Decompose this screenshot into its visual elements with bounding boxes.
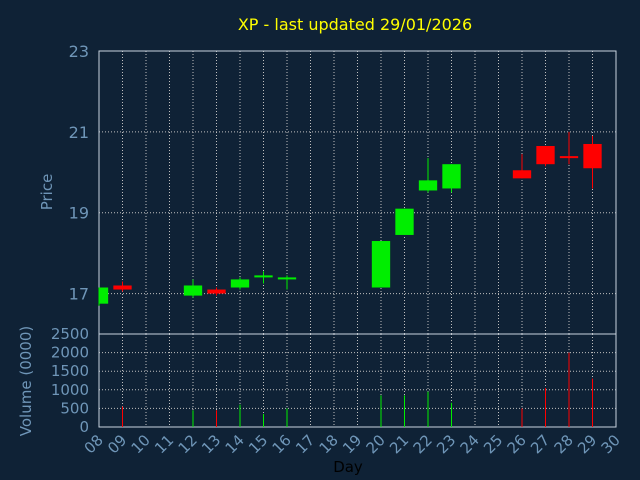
day-tick-label: 27: [527, 431, 553, 457]
candles-layer: [98, 131, 602, 306]
day-tick-label: 25: [480, 431, 506, 457]
candle-body-up: [395, 208, 414, 235]
volume-tick-label: 1000: [51, 381, 89, 399]
day-tick-label: 24: [457, 431, 483, 457]
volume-tick-label: 500: [60, 399, 89, 417]
candle-body-up: [183, 285, 203, 296]
day-tick-label: 22: [410, 431, 436, 457]
candle-body-up: [442, 164, 461, 189]
day-tick-label: 26: [504, 431, 530, 457]
volume-tick-label: 1500: [51, 362, 89, 380]
volume-layer: [122, 352, 593, 427]
day-tick-label: 18: [316, 431, 342, 457]
day-tick-label: 09: [104, 431, 130, 457]
grid-layer: [99, 51, 616, 427]
candle-body-down: [559, 156, 579, 159]
candle-body-up: [230, 279, 250, 288]
volume-tick-label: 2500: [51, 325, 89, 343]
price-tick-label: 17: [69, 285, 89, 304]
volume-axis-label: Volume (0000): [17, 326, 35, 436]
candle-body-up: [277, 277, 297, 280]
candle-body-down: [113, 285, 132, 290]
day-tick-label: 11: [151, 431, 177, 457]
candle-body-up: [418, 180, 438, 191]
day-tick-label: 29: [574, 431, 600, 457]
candle-body-down: [207, 289, 226, 294]
day-tick-label: 28: [551, 431, 577, 457]
day-axis-label: Day: [333, 458, 363, 476]
price-tick-label: 23: [69, 42, 89, 61]
candle-body-down: [536, 146, 555, 165]
candle-body-down: [512, 170, 532, 179]
day-tick-label: 19: [339, 431, 365, 457]
volume-tick-label: 2000: [51, 344, 89, 362]
candle-body-up: [99, 287, 109, 304]
day-tick-label: 21: [386, 431, 412, 457]
day-tick-label: 16: [269, 431, 295, 457]
candle-body-up: [371, 241, 391, 288]
volume-panel-frame: [98, 333, 617, 428]
day-tick-label: 12: [175, 431, 201, 457]
candle-body-up: [254, 275, 273, 278]
day-tick-label: 15: [245, 431, 271, 457]
day-tick-label: 13: [198, 431, 224, 457]
chart-title: XP - last updated 29/01/2026: [238, 15, 472, 34]
day-tick-label: 14: [222, 431, 248, 457]
day-tick-label: 30: [598, 431, 624, 457]
price-tick-label: 21: [69, 123, 89, 142]
day-tick-label: 17: [292, 431, 318, 457]
price-tick-label: 19: [69, 204, 89, 223]
volume-tick-label: 0: [79, 418, 89, 436]
day-tick-label: 20: [363, 431, 389, 457]
day-tick-label: 10: [128, 431, 154, 457]
price-axis-label: Price: [38, 174, 56, 211]
day-tick-label: 23: [433, 431, 459, 457]
candle-body-down: [583, 143, 602, 169]
